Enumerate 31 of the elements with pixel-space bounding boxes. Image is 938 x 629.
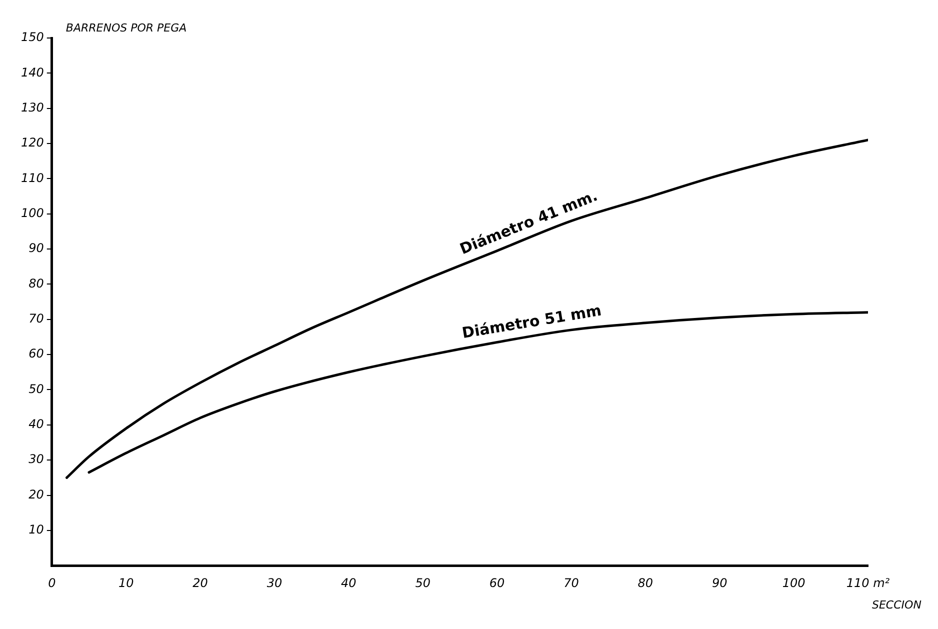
text: Diámetro 51 mm — [460, 301, 603, 342]
y-tick-label: 80 — [28, 276, 44, 290]
x-tick-label: 100 — [782, 576, 806, 590]
y-tick-label: 70 — [28, 312, 44, 326]
y-tick-label: 60 — [28, 346, 44, 361]
x-tick-label: 30 — [266, 576, 282, 590]
y-tick-label: 100 — [21, 206, 44, 220]
x-tick-label: 0 — [48, 576, 56, 590]
y-tick-label: 20 — [28, 487, 44, 502]
x-tick-label: 20 — [192, 576, 208, 590]
y-tick-label: 40 — [28, 417, 44, 432]
x-tick-label: 50 — [415, 576, 431, 590]
y-axis-title: BARRENOS POR PEGA — [66, 21, 187, 34]
y-tick-label: 140 — [21, 65, 44, 80]
y-tick-label: 90 — [28, 241, 44, 256]
y-tick-label: 50 — [28, 382, 44, 396]
y-tick-label: 130 — [21, 100, 44, 114]
line-series — [65, 138, 868, 479]
x-tick-label: 10 — [118, 576, 134, 590]
x-tick-label: 80 — [638, 576, 654, 590]
x-tick-label: 60 — [489, 576, 506, 590]
y-tick-label: 120 — [21, 136, 44, 150]
y-tick-label: 150 — [21, 30, 44, 44]
x-tick-label: 70 — [564, 576, 580, 590]
y-tick-label: 30 — [28, 452, 44, 466]
x-axis-title: SECCION — [872, 598, 922, 612]
y-tick-label: 10 — [28, 522, 44, 537]
x-tick-label: 110 m² — [846, 576, 890, 590]
x-tick-label: 40 — [341, 576, 357, 590]
x-tick-label: 90 — [712, 576, 728, 590]
y-tick-label: 110 — [21, 170, 44, 185]
